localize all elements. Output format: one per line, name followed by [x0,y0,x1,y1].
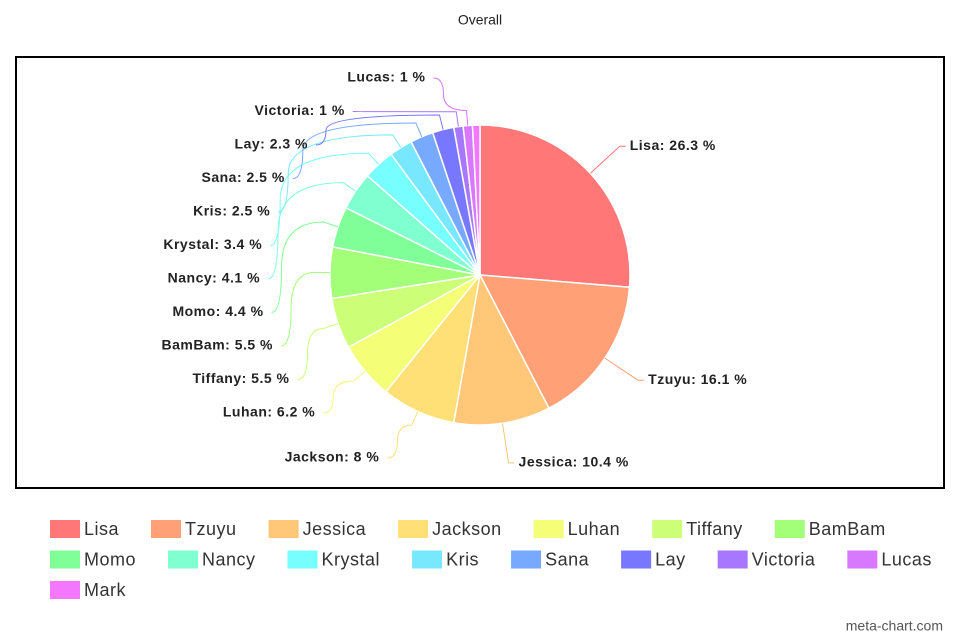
legend-swatch [652,520,683,538]
legend-label: Nancy [202,549,256,569]
pie-slice [471,124,481,276]
legend-label: Krystal [322,549,381,569]
leader-line [352,111,459,127]
legend-swatch [50,581,80,599]
legend-swatch [168,550,199,569]
legend-swatch [412,550,443,569]
legend-label: Kris [446,549,479,569]
leader-line [433,77,469,126]
leader-line [292,122,423,179]
legend-swatch [511,550,542,569]
legend-swatch [717,550,748,569]
chart-title: Overall [458,12,502,28]
leader-line [297,323,339,380]
legend-swatch [287,550,318,569]
data-label: Victoria: 1 % [255,102,345,118]
data-label: Tiffany: 5.5 % [192,370,289,386]
legend-label: Momo [84,549,136,569]
legend-label: Lisa [84,519,120,539]
data-label: Momo: 4.4 % [172,303,263,319]
data-label: Sana: 2.5 % [201,169,284,185]
legend-swatch [50,550,80,569]
legend-swatch [621,550,652,569]
pie-slice [452,272,550,426]
legend-swatch [847,550,878,569]
leader-line [278,134,402,213]
data-label: Lay: 2.3 % [235,136,309,152]
watermark: meta-chart.com [846,618,943,634]
leader-line [323,370,366,414]
legend-swatch [151,520,182,538]
legend-label: BamBam [809,519,886,539]
legend-label: Luhan [568,519,621,539]
leader-line [502,423,515,464]
data-label: Lisa: 26.3 % [630,137,716,153]
data-label: Krystal: 3.4 % [163,236,262,252]
legend-label: Sana [545,549,590,569]
legend-label: Jessica [303,519,367,539]
data-label: Nancy: 4.1 % [168,270,260,286]
legend-swatch [50,520,80,538]
legend-swatch [398,520,429,538]
legend-label: Victoria [752,549,816,569]
leader-line [387,411,419,459]
data-label: Luhan: 6.2 % [223,404,315,420]
data-label: Jessica: 10.4 % [519,454,629,470]
leader-line [267,182,356,280]
legend-swatch [268,520,299,538]
leader-line [271,221,339,313]
leader-line [280,271,331,347]
pie-slice [478,274,631,410]
data-label: Tzuyu: 16.1 % [648,371,747,387]
legend-swatch [774,520,805,538]
leader-line [315,114,444,146]
plot-frame [15,56,945,489]
legend-label: Jackson [432,519,502,539]
leader-line [604,357,645,381]
data-label: Jackson: 8 % [285,449,380,465]
leader-line [589,145,626,174]
legend-label: Mark [84,580,126,600]
data-label: BamBam: 5.5 % [161,337,273,353]
legend-swatch [533,520,564,538]
legend-label: Lucas [881,549,932,569]
legend-label: Tzuyu [185,519,237,539]
leader-line [270,152,380,246]
legend-label: Tiffany [686,519,743,539]
pie-slice [479,124,631,289]
data-label: Kris: 2.5 % [193,203,270,219]
data-label: Lucas: 1 % [347,69,425,85]
legend-label: Lay [655,549,686,569]
